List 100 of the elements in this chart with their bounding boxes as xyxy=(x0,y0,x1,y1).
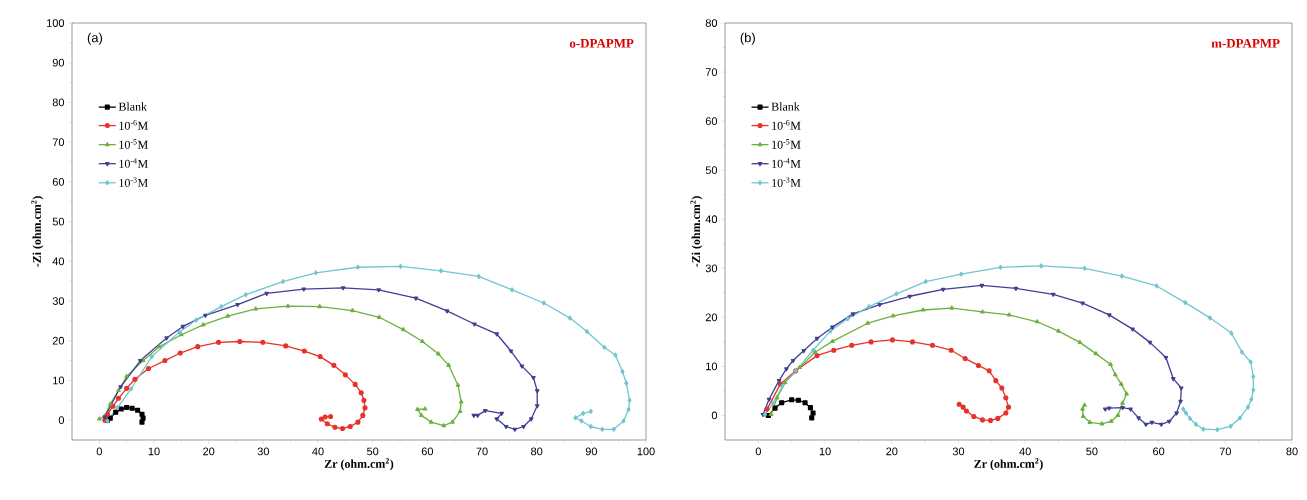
point xyxy=(340,286,346,291)
point xyxy=(567,315,573,321)
y-tick-label: 50 xyxy=(705,166,718,175)
y-tick-label: 100 xyxy=(47,19,65,27)
point xyxy=(581,410,586,416)
point xyxy=(301,287,307,292)
legend-label: 10$^{-4}$M xyxy=(119,158,148,168)
y-tick-label: 60 xyxy=(705,117,718,125)
point xyxy=(849,342,855,348)
x-tick-label: 70 xyxy=(476,447,488,456)
point xyxy=(1166,419,1172,424)
point xyxy=(455,382,461,387)
point xyxy=(1050,292,1056,297)
point xyxy=(512,427,518,432)
point xyxy=(531,376,536,381)
point xyxy=(1013,286,1019,291)
point xyxy=(814,353,820,359)
point xyxy=(541,300,546,306)
point xyxy=(975,362,982,368)
y-tick-label: 0 xyxy=(58,416,65,425)
point xyxy=(801,349,807,354)
legend-label: Blank xyxy=(118,102,148,111)
point xyxy=(1170,377,1176,382)
point xyxy=(600,426,605,432)
point xyxy=(362,405,368,411)
point xyxy=(1130,327,1135,332)
point xyxy=(624,380,629,386)
x-tick-label: 90 xyxy=(585,447,597,456)
y-tick-label: 30 xyxy=(52,297,65,305)
y-tick-label: 50 xyxy=(52,217,65,226)
point xyxy=(139,411,145,417)
point xyxy=(971,413,977,419)
point xyxy=(1115,412,1121,418)
point xyxy=(1128,407,1133,412)
point xyxy=(890,313,896,318)
point xyxy=(1239,349,1245,355)
point xyxy=(317,354,323,360)
point xyxy=(145,365,152,372)
point xyxy=(779,400,785,406)
point xyxy=(1229,330,1234,336)
point xyxy=(438,268,444,274)
point xyxy=(949,305,955,310)
point xyxy=(457,408,463,414)
point xyxy=(458,399,464,404)
point xyxy=(519,364,525,369)
point xyxy=(376,288,381,293)
point xyxy=(956,401,962,407)
point xyxy=(534,389,540,394)
point xyxy=(993,378,999,384)
point xyxy=(97,416,102,421)
point xyxy=(573,415,578,421)
y-tick-label: 70 xyxy=(705,68,718,76)
point xyxy=(476,273,481,279)
point xyxy=(413,296,419,301)
point xyxy=(400,327,406,332)
point xyxy=(907,294,913,299)
point xyxy=(620,369,625,375)
y-tick-label: 10 xyxy=(706,362,718,371)
x-tick-label: 80 xyxy=(1286,447,1298,456)
point xyxy=(398,263,403,269)
legend-label: 10$^{-5}$M xyxy=(119,139,148,149)
point xyxy=(987,417,994,423)
point xyxy=(602,344,607,351)
point xyxy=(1207,315,1213,321)
point xyxy=(1181,406,1186,412)
point xyxy=(1193,421,1199,427)
point xyxy=(1039,263,1044,269)
point xyxy=(358,390,364,396)
point xyxy=(113,409,119,415)
point xyxy=(376,314,382,319)
legend-label: 10$^{-4}$M xyxy=(772,158,801,168)
point xyxy=(1108,418,1114,423)
point xyxy=(162,358,168,364)
point xyxy=(850,312,856,317)
point xyxy=(1178,386,1184,391)
point xyxy=(1251,374,1256,380)
x-axis-title: Zr (ohm.cm$^{2}$) xyxy=(974,458,1043,471)
point xyxy=(588,408,593,414)
point xyxy=(1056,328,1061,333)
point xyxy=(1080,301,1085,306)
point xyxy=(790,358,796,364)
point xyxy=(301,348,307,354)
point xyxy=(621,418,626,424)
point xyxy=(1228,423,1233,429)
point xyxy=(810,410,816,416)
point xyxy=(243,292,248,298)
point xyxy=(789,397,795,403)
point xyxy=(1183,410,1189,416)
point xyxy=(280,278,286,285)
x-tick-label: 60 xyxy=(1153,447,1165,456)
point xyxy=(283,343,289,349)
point xyxy=(157,344,162,349)
point xyxy=(940,287,946,292)
point xyxy=(235,302,240,308)
point xyxy=(355,264,360,270)
point xyxy=(831,347,837,353)
point xyxy=(446,362,451,367)
point xyxy=(139,419,145,425)
point xyxy=(889,337,895,343)
point xyxy=(830,338,835,343)
